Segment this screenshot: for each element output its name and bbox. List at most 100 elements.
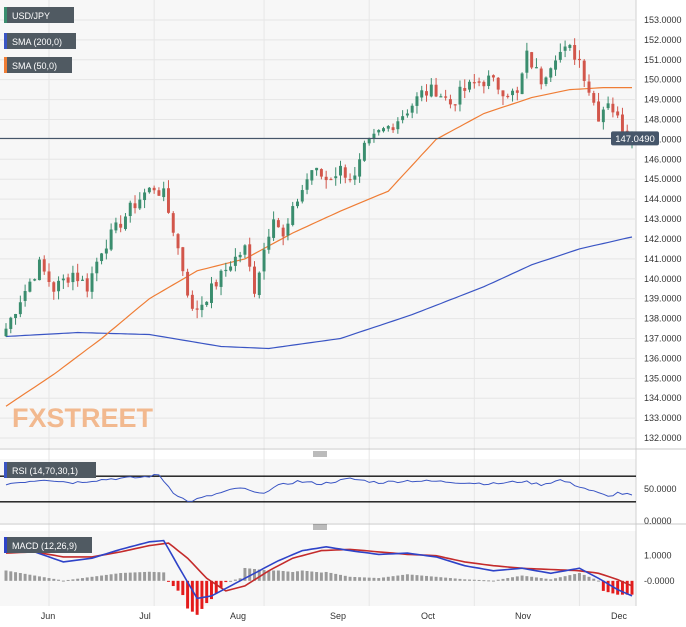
macd-histogram-bar (166, 580, 170, 582)
candle (248, 237, 252, 272)
candle-body-up (4, 328, 8, 337)
macd-histogram-bar (401, 574, 405, 581)
candle (544, 76, 548, 87)
candle-body-up (415, 96, 419, 106)
legend-sma50: SMA (50,0) (4, 57, 72, 73)
candle-body-up (601, 109, 605, 123)
macd-line (5, 539, 633, 600)
candle-body-down (281, 227, 285, 237)
macd-histogram-bar (257, 569, 261, 581)
macd-tick-label: 1.0000 (644, 551, 672, 561)
candle-body-down (587, 81, 591, 93)
candle (224, 262, 228, 277)
candle (372, 128, 376, 143)
macd-histogram-bar (415, 575, 419, 581)
rsi-tick-label: 0.0000 (644, 516, 672, 526)
candle (353, 167, 357, 186)
macd-histogram-bar (190, 580, 194, 612)
candle (229, 261, 233, 272)
candle-body-up (123, 216, 127, 230)
candle-body-up (549, 68, 553, 78)
candle (425, 84, 429, 102)
candle-body-up (334, 176, 338, 179)
candle (549, 67, 553, 83)
price-tick-label: 152.0000 (644, 35, 682, 45)
candle (453, 104, 457, 112)
macd-histogram-bar (128, 572, 132, 581)
macd-histogram-bar (434, 576, 438, 581)
month-label: Aug (230, 611, 246, 621)
candle-body-up (147, 187, 151, 193)
candle-body-up (296, 201, 299, 207)
candle-body-up (100, 253, 104, 262)
candle-body-up (95, 261, 99, 274)
macd-histogram-bar (487, 580, 491, 582)
candle (76, 263, 80, 287)
rsi-line (5, 473, 633, 502)
candle-body-up (128, 202, 132, 217)
macd-histogram-bar (472, 579, 476, 581)
macd-histogram-bar (61, 580, 65, 582)
candles (4, 38, 634, 337)
macd-histogram-bar (37, 576, 41, 581)
price-tick-label: 143.0000 (644, 214, 682, 224)
watermark-fx: FX (12, 403, 47, 433)
macd-histogram-bar (276, 570, 280, 581)
macd-histogram-bar (186, 580, 190, 609)
candle (152, 185, 156, 194)
candle-body-down (190, 294, 194, 309)
macd-histogram-bar (214, 580, 218, 594)
price-tick-label: 137.0000 (644, 333, 682, 343)
candle (601, 106, 605, 130)
candle (539, 66, 543, 90)
macd-histogram-bar (123, 572, 127, 581)
candle (238, 251, 242, 263)
candle-body-up (238, 254, 242, 258)
price-tick-label: 150.0000 (644, 75, 682, 85)
macd-histogram-bar (28, 574, 32, 581)
macd-histogram-bar (138, 572, 142, 581)
candle-body-down (85, 278, 89, 292)
macd-histogram-bar (286, 571, 290, 581)
price-tick-label: 135.0000 (644, 373, 682, 383)
candle-body-up (138, 199, 142, 209)
candle (286, 218, 290, 241)
candle-body-up (224, 269, 228, 272)
macd-histogram-bar (606, 580, 610, 593)
sma-200-line (5, 236, 633, 350)
candle-body-up (305, 179, 309, 190)
candle-body-up (511, 90, 515, 96)
price-tick-label: 139.0000 (644, 294, 682, 304)
candle-body-up (367, 138, 371, 144)
macd-histogram-bar (491, 580, 495, 582)
candle (343, 164, 347, 184)
candle (195, 300, 199, 319)
candle (257, 271, 261, 299)
candle (143, 188, 147, 209)
macd-histogram-bar (229, 580, 233, 582)
macd-histogram-bar (205, 580, 209, 604)
macd-histogram-bar (515, 576, 519, 581)
sma-50-line (5, 87, 632, 407)
candle-body-down (491, 75, 495, 78)
price-tick-label: 147.0000 (644, 134, 682, 144)
candle (233, 248, 237, 272)
macd-histogram-bar (362, 577, 366, 581)
macd-histogram-bar (305, 571, 309, 581)
candle-body-up (534, 67, 538, 69)
candle-body-down (616, 111, 620, 116)
candle (219, 269, 223, 296)
macd-histogram-bar (224, 580, 228, 583)
macd-histogram-bar (18, 573, 22, 581)
price-rsi-divider[interactable] (0, 448, 686, 457)
candle (300, 184, 304, 204)
candle-body-down (573, 45, 577, 60)
candle-body-down (448, 99, 452, 105)
price-tick-label: 136.0000 (644, 353, 682, 363)
candle-body-up (405, 113, 409, 116)
rsi-macd-divider[interactable] (0, 523, 686, 530)
current-price-badge (611, 131, 659, 146)
candle-body-down (611, 103, 615, 113)
candle-body-down (348, 179, 352, 181)
candle (18, 295, 22, 318)
